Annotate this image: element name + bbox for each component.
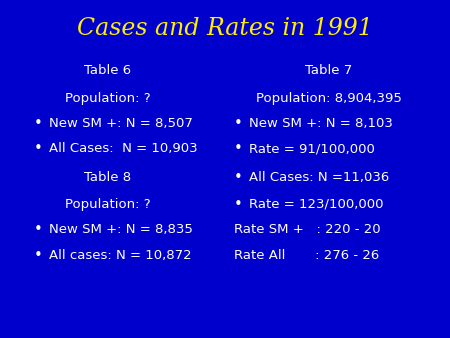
Text: New SM +: N = 8,507: New SM +: N = 8,507 xyxy=(49,117,193,130)
Text: Rate = 91/100,000: Rate = 91/100,000 xyxy=(249,142,375,155)
Text: Table 7: Table 7 xyxy=(305,65,352,77)
Text: •: • xyxy=(34,116,42,131)
Text: Population: ?: Population: ? xyxy=(65,92,151,104)
Text: Population: 8,904,395: Population: 8,904,395 xyxy=(256,92,401,104)
Text: All Cases: N =11,036: All Cases: N =11,036 xyxy=(249,171,389,184)
Text: Rate SM +   : 220 - 20: Rate SM + : 220 - 20 xyxy=(234,223,381,236)
Text: Population: ?: Population: ? xyxy=(65,198,151,211)
Text: Cases and Rates in 1991: Cases and Rates in 1991 xyxy=(77,17,373,40)
Text: •: • xyxy=(34,222,42,237)
Text: •: • xyxy=(34,141,42,156)
Text: •: • xyxy=(234,141,243,156)
Text: Table 8: Table 8 xyxy=(85,171,131,184)
Text: Table 6: Table 6 xyxy=(85,65,131,77)
Text: Rate All       : 276 - 26: Rate All : 276 - 26 xyxy=(234,249,379,262)
Text: Rate = 123/100,000: Rate = 123/100,000 xyxy=(249,198,383,211)
Text: •: • xyxy=(234,170,243,185)
Text: All cases: N = 10,872: All cases: N = 10,872 xyxy=(49,249,191,262)
Text: •: • xyxy=(234,116,243,131)
Text: New SM +: N = 8,835: New SM +: N = 8,835 xyxy=(49,223,193,236)
Text: All Cases:  N = 10,903: All Cases: N = 10,903 xyxy=(49,142,197,155)
Text: New SM +: N = 8,103: New SM +: N = 8,103 xyxy=(249,117,393,130)
Text: •: • xyxy=(34,248,42,263)
Text: •: • xyxy=(234,197,243,212)
